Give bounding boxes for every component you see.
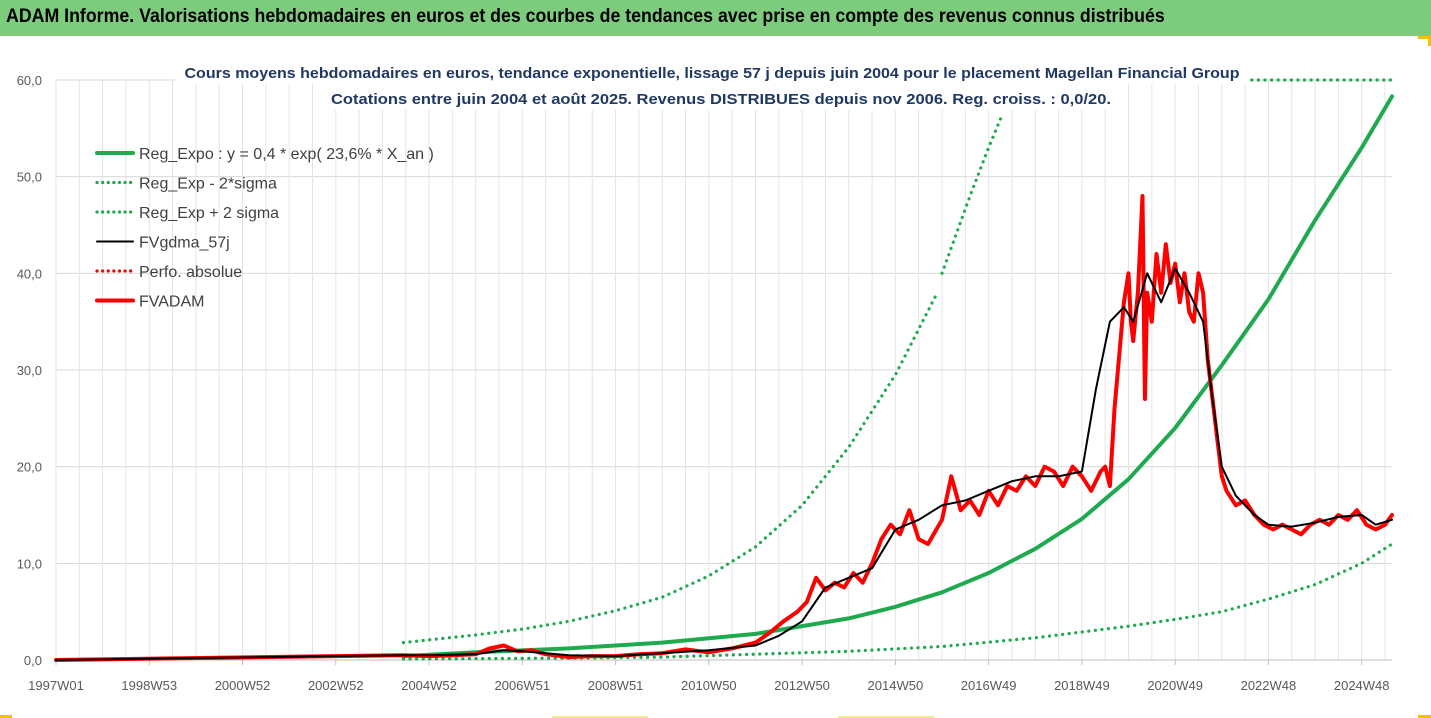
bottom-mark-1 xyxy=(552,716,648,718)
x-tick-label: 2010W50 xyxy=(681,678,737,693)
series-line-reg-exp-2-sigma xyxy=(401,291,939,645)
y-tick-label: 40,0 xyxy=(17,266,42,281)
y-tick-label: 60,0 xyxy=(17,73,42,88)
y-tick-label: 20,0 xyxy=(17,460,42,475)
x-tick-label: 2006W51 xyxy=(494,678,550,693)
x-tick-label: 2020W49 xyxy=(1147,678,1203,693)
x-tick-label: 2008W51 xyxy=(588,678,644,693)
series-line-reg-expo-y-0-4-exp-23-6-x-an xyxy=(401,94,1394,659)
x-tick-label: 2024W48 xyxy=(1334,678,1390,693)
x-tick-label: 2004W52 xyxy=(401,678,457,693)
corner-mark-top-right-v xyxy=(1428,36,1431,46)
x-tick-label: 2018W49 xyxy=(1054,678,1110,693)
chart-legend: Reg_Expo : y = 0,4 * exp( 23,6% * X_an )… xyxy=(95,146,434,311)
legend-label: Perfo. absolue xyxy=(139,264,242,281)
series-line-fvadam xyxy=(54,194,1394,662)
series-line-reg-exp-2-sigma-cap xyxy=(940,112,1005,275)
y-tick-label: 50,0 xyxy=(17,170,42,185)
chart-series xyxy=(54,78,1394,662)
series-line-reg-exp-2-sigma xyxy=(401,542,1394,661)
legend-label: Reg_Exp - 2*sigma xyxy=(139,176,277,193)
x-tick-label: 1998W53 xyxy=(121,678,177,693)
x-axis: 1997W01 1998W53 2000W52 2002W52 2004W52 2006W… xyxy=(28,659,1392,693)
bottom-mark-2 xyxy=(838,716,934,718)
chart-title-background xyxy=(175,60,1250,84)
x-tick-label: 2014W50 xyxy=(868,678,924,693)
y-tick-label: 0,0 xyxy=(24,653,42,668)
chart-subtitle-background xyxy=(326,84,1116,110)
legend-label: FVgdma_57j xyxy=(139,235,230,252)
page-title: ADAM Informe. Valorisations hebdomadaire… xyxy=(6,5,1165,27)
header-bar: ADAM Informe. Valorisations hebdomadaire… xyxy=(0,0,1431,36)
y-tick-label: 30,0 xyxy=(17,363,42,378)
y-tick-label: 10,0 xyxy=(17,556,42,571)
x-tick-label: 2002W52 xyxy=(308,678,364,693)
chart: 0,0 10,0 20,0 30,0 40,0 50,0 60,0 1997W01 1998W… xyxy=(0,36,1431,718)
x-tick-label: 2022W48 xyxy=(1241,678,1297,693)
chart-gridlines xyxy=(55,79,1392,661)
corner-mark-bottom-left xyxy=(0,715,12,718)
x-tick-label: 2000W52 xyxy=(215,678,271,693)
chart-title-line-1: Cours moyens hebdomadaires en euros, ten… xyxy=(185,65,1240,82)
y-axis: 0,0 10,0 20,0 30,0 40,0 50,0 60,0 xyxy=(17,73,42,668)
corner-mark-bottom-right xyxy=(1418,715,1431,718)
x-tick-label: 2012W50 xyxy=(774,678,830,693)
corner-mark-top-right xyxy=(1418,36,1431,39)
chart-title-line-2: Cotations entre juin 2004 et août 2025. … xyxy=(331,91,1111,108)
series-line-fvgdma-57j xyxy=(55,267,1393,661)
legend-label: Reg_Expo : y = 0,4 * exp( 23,6% * X_an ) xyxy=(139,146,434,163)
legend-label: FVADAM xyxy=(139,294,204,311)
x-tick-label: 2016W49 xyxy=(961,678,1017,693)
chart-title: Cours moyens hebdomadaires en euros, ten… xyxy=(175,60,1250,110)
x-tick-label: 1997W01 xyxy=(28,678,84,693)
legend-label: Reg_Exp + 2 sigma xyxy=(139,205,279,222)
